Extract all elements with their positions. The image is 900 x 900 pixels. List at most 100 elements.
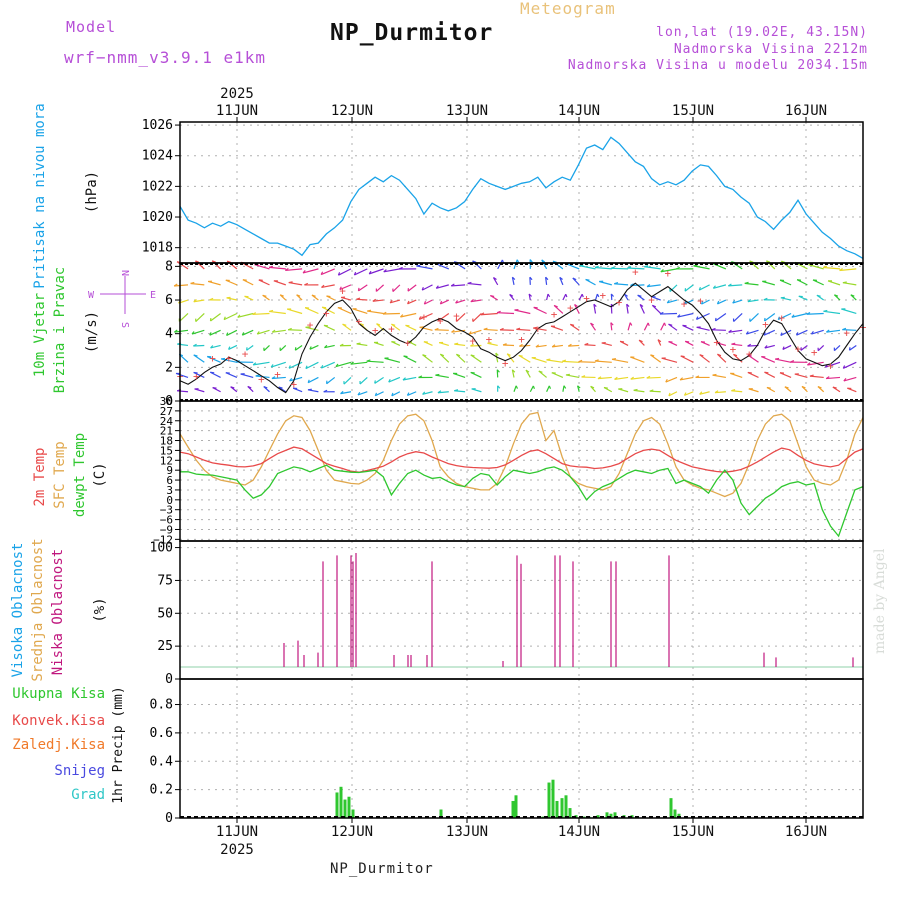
wind-arrow xyxy=(562,360,580,363)
wind-arrow-head xyxy=(578,359,583,363)
wind-arrow-head xyxy=(320,271,324,275)
wind-arrow-head xyxy=(212,386,217,389)
wind-arrow xyxy=(842,282,857,286)
elevation-label: Nadmorska Visina 2212m xyxy=(673,42,868,57)
wind-arrow xyxy=(254,263,270,270)
wind-arrow xyxy=(434,329,449,331)
wind-arrow xyxy=(305,361,319,370)
wind-arrow xyxy=(594,293,598,301)
wind-arrow xyxy=(730,372,743,379)
ytick-label-cloud: 50 xyxy=(157,606,173,621)
wind-arrow xyxy=(419,326,433,331)
wind-arrow xyxy=(403,355,417,363)
wind-arrow xyxy=(731,343,743,347)
wind-arrow-head xyxy=(596,293,600,298)
wind-arrow xyxy=(669,284,678,292)
wind-arrow xyxy=(749,313,759,323)
wind-arrow-head xyxy=(823,265,828,269)
wind-arrow xyxy=(552,344,563,348)
wind-arrow-head xyxy=(342,323,347,326)
wind-arrow-head xyxy=(307,388,312,391)
precip-bar xyxy=(609,813,613,818)
wind-arrow xyxy=(253,361,270,366)
precip-bar xyxy=(511,800,515,818)
wind-arrow-head xyxy=(287,327,292,331)
wind-arrow xyxy=(288,361,303,369)
xtick-bottom-label: 16JUN xyxy=(785,824,827,840)
labels-layer: 1018102010221024102602468302724211815129… xyxy=(10,86,827,858)
wind-arrow xyxy=(809,375,824,379)
precip-bar xyxy=(439,809,443,818)
wind-arrow xyxy=(626,304,629,314)
wind-arrow-head xyxy=(374,392,378,396)
wind-arrow xyxy=(472,313,482,323)
precip-bar xyxy=(351,809,355,818)
cloud-ylabel-low: Niska Oblacnost xyxy=(50,549,66,675)
wind-ylabel-2: Brzina i Pravac xyxy=(52,267,68,393)
wind-arrow-head xyxy=(816,294,821,297)
wind-arrow-head xyxy=(495,352,499,356)
precip-bar xyxy=(673,809,677,818)
wind-arrow-head xyxy=(780,296,785,299)
wind-arrow xyxy=(550,325,564,331)
wind-arrow-head xyxy=(289,377,293,382)
wind-arrow xyxy=(535,344,547,348)
wind-arrow-head xyxy=(226,332,229,336)
wind-arrow-head xyxy=(597,376,602,380)
wind-arrow-head xyxy=(553,304,558,308)
wind-arrow xyxy=(744,282,759,286)
ytick-label-temperature: 21 xyxy=(160,425,173,438)
wind-arrow xyxy=(228,344,238,350)
wind-arrow xyxy=(627,322,631,331)
wind-arrow-head xyxy=(241,332,245,336)
wind-arrow-head xyxy=(210,345,214,349)
wind-arrow-head xyxy=(288,365,291,369)
wind-arrow xyxy=(438,312,450,322)
wind-arrow xyxy=(728,284,743,287)
wind-arrow xyxy=(574,304,580,314)
wind-arrow xyxy=(358,284,368,292)
wind-arrow xyxy=(270,361,286,368)
wind-arrow-head xyxy=(366,359,371,362)
wind-arrow-head xyxy=(809,374,814,377)
wind-arrow-head xyxy=(579,264,584,267)
precip-bar xyxy=(613,812,617,818)
wind-arrow xyxy=(699,354,710,363)
wind-arrow-head xyxy=(454,389,459,392)
wind-arrow-head xyxy=(683,392,687,396)
wind-arrow-head xyxy=(551,344,556,348)
wind-arrow xyxy=(383,268,401,273)
wind-arrow xyxy=(614,283,629,286)
precip-bar xyxy=(555,800,559,818)
station-title: NP_Durmitor xyxy=(330,20,494,46)
wind-arrow xyxy=(407,299,417,305)
wind-arrow-head xyxy=(335,363,339,367)
ytick-label-cloud: 75 xyxy=(157,573,173,588)
ytick-label-temperature: 24 xyxy=(160,415,174,428)
wind-arrow-head xyxy=(775,357,780,360)
wind-arrow-head xyxy=(496,310,501,314)
wind-arrow xyxy=(269,310,286,315)
wind-arrow-head xyxy=(288,281,293,284)
wind-arrow-head xyxy=(321,284,325,288)
wind-arrow-head xyxy=(624,293,628,297)
wind-arrow xyxy=(451,329,466,333)
wind-arrow xyxy=(711,262,727,270)
precip-ylabel: 1hr Precip (mm) xyxy=(111,686,126,803)
wind-arrow xyxy=(177,390,189,393)
wind-arrow xyxy=(436,284,449,289)
wind-arrow-head xyxy=(594,265,599,269)
wind-arrow xyxy=(497,312,515,315)
wind-arrow xyxy=(307,376,319,384)
wind-arrow xyxy=(246,344,254,351)
wind-arrow xyxy=(779,279,792,286)
wind-arrow-head xyxy=(226,296,231,299)
wind-arrow-head xyxy=(422,354,427,357)
wind-arrow xyxy=(309,344,319,350)
wind-arrow xyxy=(321,361,335,369)
wind-gust-mark: + xyxy=(730,343,737,356)
precip-bar xyxy=(564,795,568,818)
wind-arrow-head xyxy=(842,327,847,331)
wind-unit: (m/s) xyxy=(84,311,100,353)
wind-arrow-head xyxy=(195,260,200,263)
